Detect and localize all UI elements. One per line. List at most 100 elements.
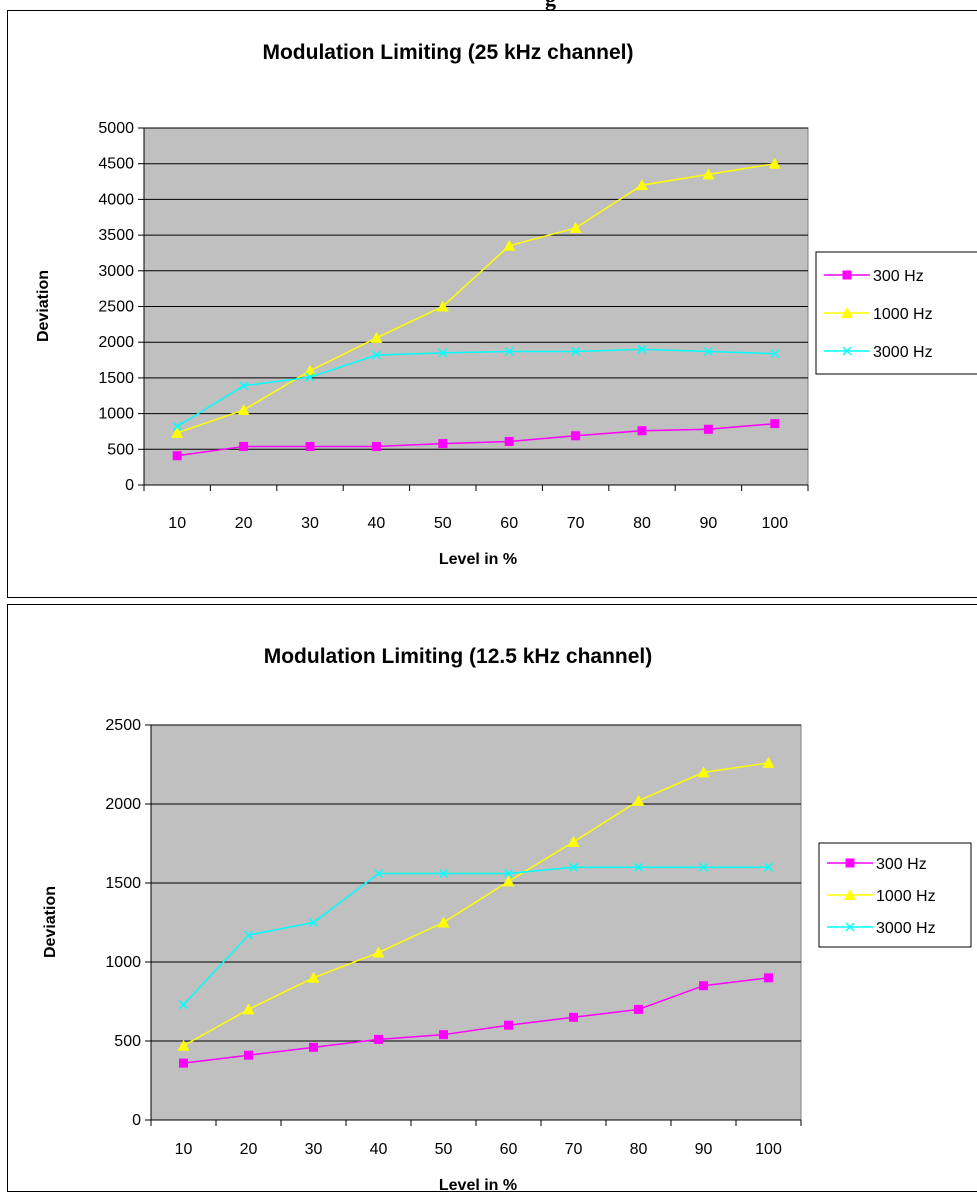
legend-label: 300 Hz xyxy=(876,856,927,873)
data-point-3000-hz xyxy=(770,349,780,359)
legend-marker-300-hz xyxy=(842,270,852,280)
data-point-300-hz xyxy=(571,431,581,441)
series-line-1000-hz xyxy=(183,762,769,1047)
data-point-3000-hz xyxy=(503,868,514,879)
legend-label: 1000 Hz xyxy=(873,306,933,323)
series-line-1000-hz xyxy=(176,162,775,434)
data-point-1000-hz xyxy=(569,221,582,233)
chart-12-5khz-svg: Modulation Limiting (12.5 kHz channel) 0 5… xyxy=(42,645,972,1192)
data-point-300-hz xyxy=(239,441,249,451)
data-point-1000-hz xyxy=(304,364,316,376)
data-point-300-hz xyxy=(703,424,713,434)
y-tick-label: 1000 xyxy=(98,406,134,423)
series-line-300-hz xyxy=(177,422,775,457)
x-tick-label: 40 xyxy=(368,515,386,532)
x-axis-title: Level in % xyxy=(439,1177,517,1192)
y-tick-label: 1000 xyxy=(105,954,141,971)
data-point-1000-hz xyxy=(503,239,516,251)
x-tick-label: 40 xyxy=(370,1141,388,1158)
data-point-3000-hz xyxy=(371,350,381,360)
data-point-300-hz xyxy=(439,1030,448,1040)
y-tick-label: 1500 xyxy=(105,875,141,892)
chart-12-5khz: Modulation Limiting (12.5 kHz channel) 0 5… xyxy=(7,604,977,1192)
legend-marker-300-hz xyxy=(845,858,855,868)
data-point-1000-hz xyxy=(632,794,645,806)
chart-25khz: Modulation Limiting (25 kHz channel) 0 500… xyxy=(7,10,977,598)
data-point-1000-hz xyxy=(242,1003,255,1015)
chart-title: Modulation Limiting (25 kHz channel) xyxy=(262,41,633,64)
x-tick-label: 10 xyxy=(168,515,186,532)
x-tick-label: 30 xyxy=(301,515,319,532)
data-point-1000-hz xyxy=(171,426,184,438)
legend-label: 1000 Hz xyxy=(876,888,936,905)
data-point-300-hz xyxy=(699,981,708,991)
data-point-3000-hz xyxy=(703,346,713,357)
data-point-3000-hz xyxy=(633,862,644,872)
data-point-300-hz xyxy=(504,436,514,446)
x-axis-title: Level in % xyxy=(439,551,517,568)
y-axis-title: Deviation xyxy=(35,270,52,342)
y-tick-label: 2500 xyxy=(105,717,141,734)
legend-marker-1000-hz xyxy=(844,889,856,900)
x-tick-label: 20 xyxy=(240,1141,258,1158)
data-point-1000-hz xyxy=(237,404,250,416)
x-tick-label: 50 xyxy=(435,1141,453,1158)
data-point-1000-hz xyxy=(437,916,450,928)
data-point-1000-hz xyxy=(436,300,449,312)
data-point-1000-hz xyxy=(697,766,710,778)
data-point-300-hz xyxy=(438,439,448,449)
x-tick-label: 80 xyxy=(633,515,651,532)
data-point-300-hz xyxy=(569,1012,578,1022)
data-point-1000-hz xyxy=(370,331,383,343)
legend-marker-3000-hz xyxy=(845,922,855,932)
y-tick-label: 2000 xyxy=(98,334,134,351)
data-point-300-hz xyxy=(764,973,773,983)
data-point-3000-hz xyxy=(243,930,254,940)
y-tick-label: 2500 xyxy=(98,299,134,316)
chart-title: Modulation Limiting (12.5 kHz channel) xyxy=(264,645,653,668)
y-tick-label: 3000 xyxy=(98,263,134,280)
y-tick-label: 2000 xyxy=(105,796,141,813)
y-tick-label: 4500 xyxy=(98,156,134,173)
data-point-300-hz xyxy=(172,451,182,461)
x-tick-label: 50 xyxy=(434,515,452,532)
data-point-3000-hz xyxy=(504,346,514,357)
legend-label: 3000 Hz xyxy=(876,920,936,937)
data-point-300-hz xyxy=(374,1034,383,1044)
data-point-300-hz xyxy=(371,441,381,451)
data-point-3000-hz xyxy=(438,868,449,879)
x-tick-label: 70 xyxy=(565,1141,583,1158)
data-point-1000-hz xyxy=(636,179,648,191)
x-tick-label: 100 xyxy=(761,515,788,532)
x-tick-label: 60 xyxy=(500,515,518,532)
x-tick-label: 100 xyxy=(755,1141,782,1158)
page-heading-fragment: g xyxy=(545,0,556,12)
legend-label: 3000 Hz xyxy=(873,344,933,361)
y-tick-label: 500 xyxy=(114,1033,141,1050)
data-point-3000-hz xyxy=(239,381,249,391)
data-point-3000-hz xyxy=(763,862,774,872)
data-point-3000-hz xyxy=(172,421,182,431)
data-point-300-hz xyxy=(305,441,315,451)
y-axis-title: Deviation xyxy=(42,886,59,958)
legend-marker-3000-hz xyxy=(842,346,852,356)
chart-25khz-svg: Modulation Limiting (25 kHz channel) 0 500… xyxy=(35,41,977,568)
data-point-1000-hz xyxy=(307,971,320,983)
data-point-3000-hz xyxy=(178,1000,189,1010)
data-point-300-hz xyxy=(244,1050,253,1060)
data-point-300-hz xyxy=(770,419,780,429)
data-point-3000-hz xyxy=(305,372,315,382)
x-tick-label: 10 xyxy=(175,1141,193,1158)
data-point-1000-hz xyxy=(502,875,515,887)
legend-marker-1000-hz xyxy=(841,307,853,318)
data-point-3000-hz xyxy=(698,862,709,872)
x-tick-label: 70 xyxy=(567,515,585,532)
data-point-3000-hz xyxy=(568,862,579,872)
data-point-300-hz xyxy=(637,426,647,436)
data-point-1000-hz xyxy=(702,168,715,180)
data-point-300-hz xyxy=(309,1042,318,1052)
data-point-3000-hz xyxy=(308,917,319,928)
y-tick-label: 0 xyxy=(132,1112,141,1129)
data-point-3000-hz xyxy=(637,344,647,354)
data-point-1000-hz xyxy=(177,1039,190,1051)
